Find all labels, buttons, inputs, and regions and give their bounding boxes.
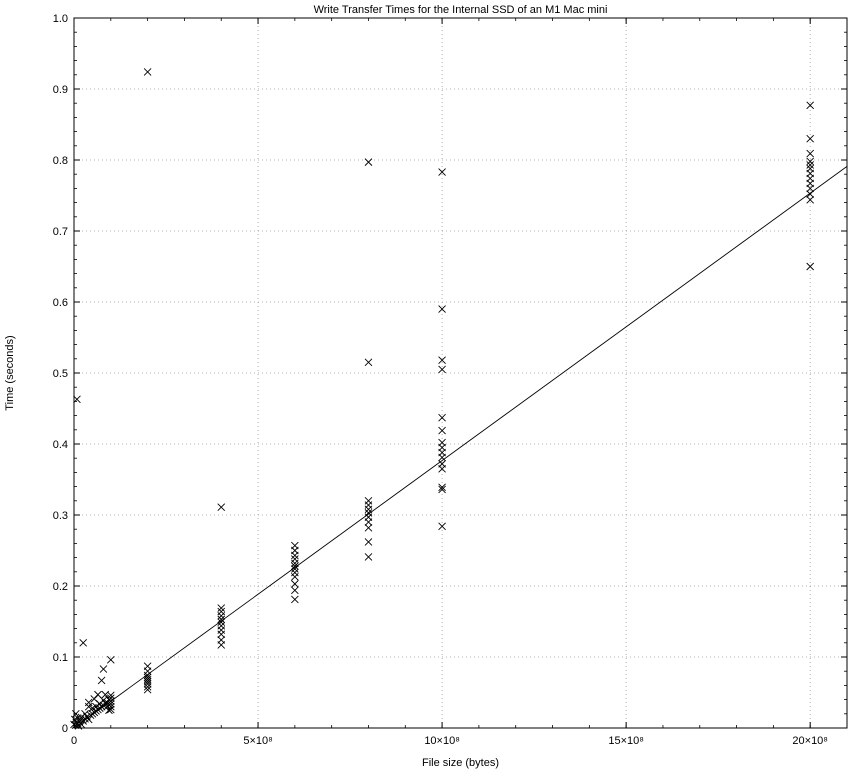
data-point-marker xyxy=(438,438,446,447)
data-point-marker xyxy=(364,505,373,514)
data-point-marker xyxy=(291,595,299,604)
data-point-marker xyxy=(217,615,226,624)
data-point-marker xyxy=(291,586,299,595)
data-point-marker xyxy=(106,702,115,711)
plot-frame xyxy=(73,17,848,729)
data-point-marker xyxy=(364,158,373,166)
data-point-marker xyxy=(438,356,446,365)
data-point-marker xyxy=(291,565,299,573)
data-point-marker xyxy=(217,618,226,627)
data-point-marker xyxy=(99,665,108,673)
fit-line xyxy=(73,166,848,729)
data-point-marker xyxy=(97,676,106,685)
tick-layer: 0 0.1 0.2 0.3 0.4 0.5 0.6 0.7 0.8 0.9 1.0 0 5×10⁸ 10×… xyxy=(53,13,848,747)
data-point-marker xyxy=(105,706,113,715)
data-point-marker xyxy=(364,553,373,561)
data-point-marker xyxy=(217,636,226,644)
point-layer xyxy=(70,68,815,730)
data-point-marker xyxy=(103,702,111,711)
data-point-marker xyxy=(217,604,226,612)
y-tick-label: 0.3 xyxy=(53,510,68,522)
data-point-marker xyxy=(143,673,152,682)
data-point-marker xyxy=(291,568,299,577)
x-tick-label: 5×10⁸ xyxy=(243,735,272,747)
data-point-marker xyxy=(84,698,93,707)
data-point-marker xyxy=(438,305,446,313)
data-point-marker xyxy=(77,720,86,729)
data-point-marker xyxy=(291,555,299,563)
x-tick-label: 0 xyxy=(71,735,77,747)
x-tick-label: 20×10⁸ xyxy=(792,735,828,747)
data-point-marker xyxy=(143,685,152,694)
x-tick-label: 15×10⁸ xyxy=(608,735,644,747)
y-tick-label: 0 xyxy=(62,723,68,735)
data-point-marker xyxy=(217,630,226,639)
y-tick-label: 0.7 xyxy=(53,226,68,238)
data-point-marker xyxy=(364,523,373,532)
data-point-marker xyxy=(217,626,226,634)
data-point-marker xyxy=(364,501,373,509)
data-point-marker xyxy=(106,694,115,702)
y-tick-label: 0.4 xyxy=(53,439,68,451)
data-point-marker xyxy=(143,68,152,76)
data-point-marker xyxy=(438,460,446,468)
data-point-marker xyxy=(438,168,446,176)
data-point-marker xyxy=(72,709,80,718)
data-point-marker xyxy=(364,509,373,517)
fit-line-layer xyxy=(73,166,848,729)
data-point-marker xyxy=(438,485,446,494)
data-point-marker xyxy=(364,538,373,546)
data-point-marker xyxy=(364,358,373,367)
data-point-marker xyxy=(364,513,373,521)
data-point-marker xyxy=(806,149,815,158)
data-point-marker xyxy=(806,101,815,110)
data-point-marker xyxy=(806,262,815,271)
data-point-marker xyxy=(217,621,226,630)
y-tick-label: 0.6 xyxy=(53,297,68,309)
y-tick-label: 0.8 xyxy=(53,155,68,167)
data-point-marker xyxy=(364,496,373,505)
data-point-marker xyxy=(806,190,815,198)
data-point-marker xyxy=(438,413,446,422)
data-point-marker xyxy=(291,562,299,570)
data-point-marker xyxy=(106,656,115,664)
chart-title: Write Transfer Times for the Internal SS… xyxy=(314,4,608,16)
x-tick-label: 10×10⁸ xyxy=(424,735,460,747)
grid-layer xyxy=(74,18,847,728)
data-point-marker xyxy=(106,691,115,700)
y-tick-label: 0.1 xyxy=(53,652,68,664)
x-axis-title: File size (bytes) xyxy=(422,757,499,769)
data-point-marker xyxy=(217,503,226,512)
data-point-marker xyxy=(143,662,152,671)
data-point-marker xyxy=(291,580,299,588)
data-point-marker xyxy=(106,700,115,708)
data-point-marker xyxy=(291,541,299,550)
data-point-marker xyxy=(438,365,446,374)
data-point-marker xyxy=(73,395,81,404)
data-point-marker xyxy=(806,157,815,166)
data-point-marker xyxy=(806,195,815,204)
y-axis-title: Time (seconds) xyxy=(4,335,16,410)
data-point-marker xyxy=(438,522,446,531)
data-point-marker xyxy=(291,572,299,581)
data-point-marker xyxy=(806,134,815,143)
data-point-marker xyxy=(438,426,446,435)
data-point-marker xyxy=(84,715,93,724)
data-point-marker xyxy=(106,705,115,714)
y-tick-label: 1.0 xyxy=(53,13,68,25)
data-point-marker xyxy=(217,607,226,616)
data-point-marker xyxy=(217,612,226,620)
y-tick-label: 0.2 xyxy=(53,581,68,593)
data-point-marker xyxy=(806,161,815,169)
data-point-marker xyxy=(806,164,815,173)
data-point-marker xyxy=(106,697,115,705)
y-tick-label: 0.9 xyxy=(53,84,68,96)
y-tick-label: 0.5 xyxy=(53,368,68,380)
data-point-marker xyxy=(79,638,88,647)
data-point-marker xyxy=(438,483,446,492)
